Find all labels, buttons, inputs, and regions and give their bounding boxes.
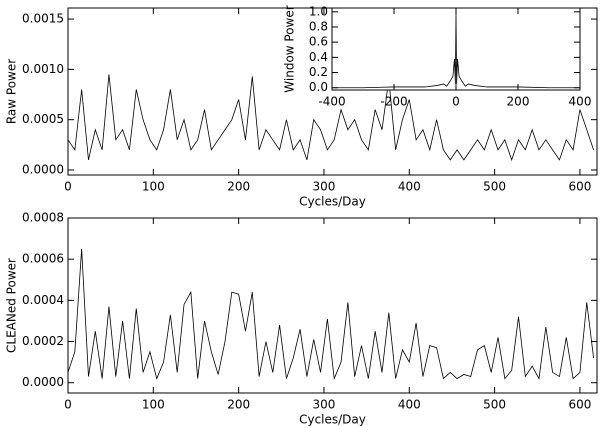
y-tick-label: 0.0015 bbox=[22, 12, 64, 26]
y-tick-label: 0.0000 bbox=[22, 375, 64, 389]
x-tick-label: 200 bbox=[227, 180, 250, 194]
x-axis-label: Cycles/Day bbox=[299, 195, 366, 209]
x-tick-label: 400 bbox=[398, 398, 421, 412]
y-tick-label: 0.0 bbox=[309, 80, 328, 94]
x-tick-label: 200 bbox=[227, 398, 250, 412]
y-tick-label: 0.4 bbox=[309, 50, 328, 64]
y-tick-label: 0.0005 bbox=[22, 112, 64, 126]
y-tick-label: 0.6 bbox=[309, 35, 328, 49]
y-tick-label: 1.0 bbox=[309, 4, 328, 18]
y-axis-label: CLEANed Power bbox=[5, 258, 19, 353]
spectrum-line bbox=[67, 74, 594, 162]
x-tick-label: 300 bbox=[313, 398, 336, 412]
y-tick-label: 0.0004 bbox=[22, 293, 64, 307]
x-tick-label: 400 bbox=[398, 180, 421, 194]
x-tick-label: 500 bbox=[483, 398, 506, 412]
y-tick-label: 0.0006 bbox=[22, 252, 64, 266]
y-tick-label: 0.0000 bbox=[22, 162, 64, 176]
x-tick-label: 600 bbox=[568, 398, 591, 412]
x-tick-label: -400 bbox=[318, 95, 345, 109]
y-tick-label: 0.0002 bbox=[22, 334, 64, 348]
x-tick-label: 0 bbox=[64, 398, 72, 412]
y-tick-label: 0.8 bbox=[309, 19, 328, 33]
y-tick-label: 0.2 bbox=[309, 65, 328, 79]
x-axis-label: Cycles/Day bbox=[299, 413, 366, 426]
x-tick-label: 200 bbox=[507, 95, 530, 109]
spectrum-line bbox=[67, 248, 594, 381]
x-tick-label: -200 bbox=[380, 95, 407, 109]
x-tick-label: 400 bbox=[569, 95, 592, 109]
y-axis-label: Window Power bbox=[283, 5, 297, 92]
x-tick-label: 300 bbox=[313, 180, 336, 194]
x-tick-label: 0 bbox=[452, 95, 460, 109]
y-tick-label: 0.0010 bbox=[22, 62, 64, 76]
x-tick-label: 100 bbox=[142, 180, 165, 194]
x-tick-label: 600 bbox=[568, 180, 591, 194]
y-tick-label: 0.0008 bbox=[22, 211, 64, 225]
x-tick-label: 0 bbox=[64, 180, 72, 194]
x-tick-label: 100 bbox=[142, 398, 165, 412]
y-axis-label: Raw Power bbox=[5, 59, 19, 124]
x-tick-label: 500 bbox=[483, 180, 506, 194]
